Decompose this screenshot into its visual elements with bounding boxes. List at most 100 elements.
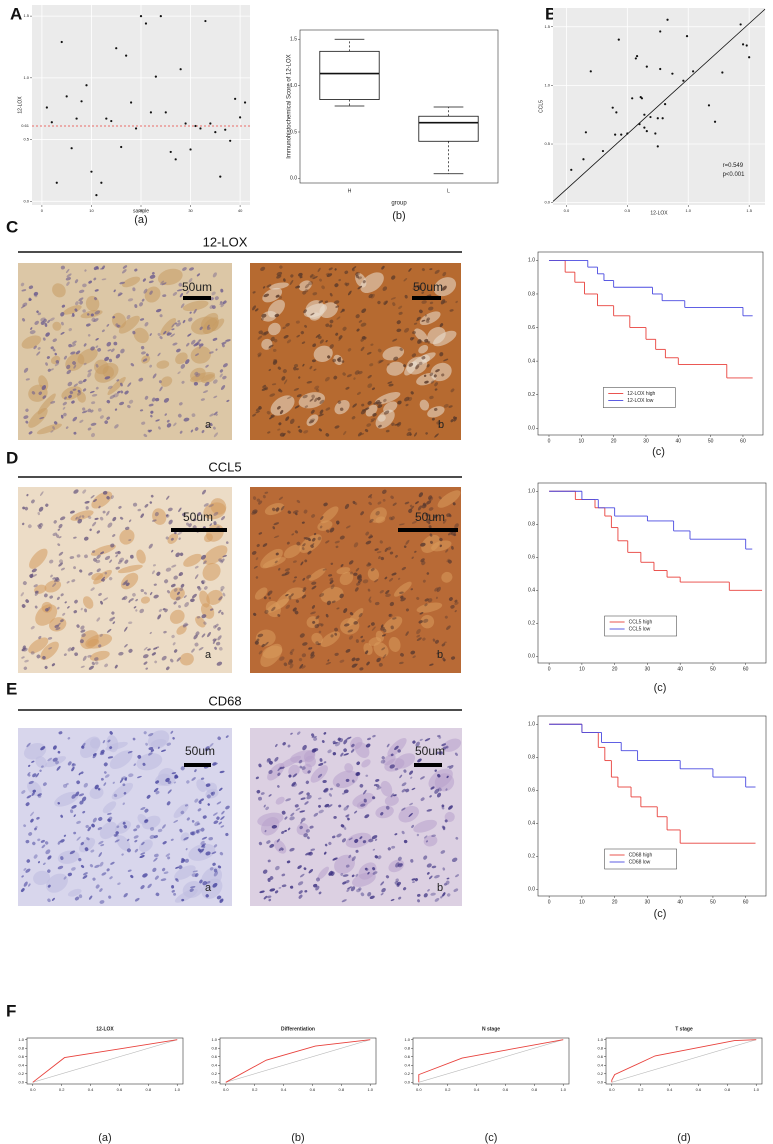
cell-nucleus [205,783,211,787]
cell-nucleus [351,663,357,668]
cell-nucleus [222,555,227,558]
cell-nucleus [220,586,225,590]
cell-nucleus [340,752,344,757]
cell-nucleus [453,533,457,537]
cell-nucleus [252,509,258,514]
tissue-region [45,756,67,768]
cell-nucleus [133,606,137,609]
cell-nucleus [23,666,28,670]
cell-nucleus [295,599,300,603]
cell-nucleus [222,592,226,597]
cell-nucleus [285,604,291,609]
cell-nucleus [353,542,359,548]
cell-nucleus [25,599,29,603]
cell-nucleus [191,413,196,417]
cell-nucleus [140,885,145,890]
cell-nucleus [214,296,219,301]
cell-nucleus [85,506,89,510]
cell-nucleus [200,398,205,401]
cell-nucleus [100,844,105,847]
cell-nucleus [355,272,359,276]
cell-nucleus [53,421,58,425]
cell-nucleus [90,313,94,317]
cell-nucleus [390,898,395,902]
point [739,23,742,26]
cell-nucleus [379,540,383,544]
cell-nucleus [90,409,94,413]
x-tick-label: 0.6 [696,1087,702,1092]
cell-nucleus [128,621,133,625]
cell-nucleus [225,735,229,738]
cell-nucleus [291,781,296,787]
cell-nucleus [116,379,120,382]
cell-nucleus [34,826,38,830]
cell-nucleus [79,419,84,423]
cell-nucleus [293,366,297,371]
point [748,56,751,59]
cell-nucleus [166,742,172,746]
cell-nucleus [58,551,64,556]
cell-nucleus [26,859,31,863]
cell-nucleus [289,651,293,655]
cell-nucleus [158,426,161,430]
cell-nucleus [429,795,432,798]
cell-nucleus [36,816,40,820]
cell-nucleus [306,836,310,840]
tissue-region [144,286,161,303]
cell-nucleus [222,300,227,304]
cell-nucleus [435,596,438,600]
cell-nucleus [52,745,57,750]
tissue-region [173,803,189,818]
cell-nucleus [419,612,424,615]
cell-nucleus [171,323,175,328]
cell-nucleus [187,333,192,337]
reference-label: 0.61 [21,123,30,128]
cell-nucleus [417,899,420,903]
cell-nucleus [394,880,399,885]
cell-nucleus [375,510,380,516]
cell-nucleus [179,430,183,434]
cell-nucleus [179,587,184,592]
cell-nucleus [276,838,280,843]
tissue-region [344,763,354,773]
cell-nucleus [124,390,129,395]
cell-nucleus [309,365,313,370]
point [115,47,118,50]
tissue-region [382,346,405,361]
y-tick-label: 0.0 [597,1079,603,1084]
micrograph [250,487,461,673]
cell-nucleus [360,635,364,639]
cell-nucleus [256,638,260,642]
cell-nucleus [49,559,54,564]
cell-nucleus [41,765,44,768]
y-tick-label: 0.6 [18,1054,24,1059]
scale-bar [184,763,211,767]
cell-nucleus [77,392,82,396]
tissue-region [196,779,207,792]
x-tick-label: 0.6 [503,1087,509,1092]
cell-nucleus [289,847,295,852]
cell-nucleus [298,791,304,795]
cell-nucleus [281,573,287,577]
cell-nucleus [81,633,86,638]
cell-nucleus [303,867,307,871]
cell-nucleus [435,639,439,644]
cell-nucleus [93,277,97,281]
cell-nucleus [36,310,39,313]
cell-nucleus [360,322,367,327]
cell-nucleus [340,564,344,568]
cell-nucleus [214,623,219,628]
cell-nucleus [124,777,128,781]
tissue-region [190,367,206,381]
chart-title: T stage [675,1026,693,1032]
cell-nucleus [307,550,312,555]
cell-nucleus [434,382,438,387]
cell-nucleus [114,664,118,669]
cell-nucleus [299,633,305,638]
cell-nucleus [23,881,28,887]
cell-nucleus [126,314,131,320]
cell-nucleus [217,626,221,631]
cell-nucleus [134,268,138,272]
tissue-region [93,569,112,585]
cell-nucleus [191,777,196,781]
